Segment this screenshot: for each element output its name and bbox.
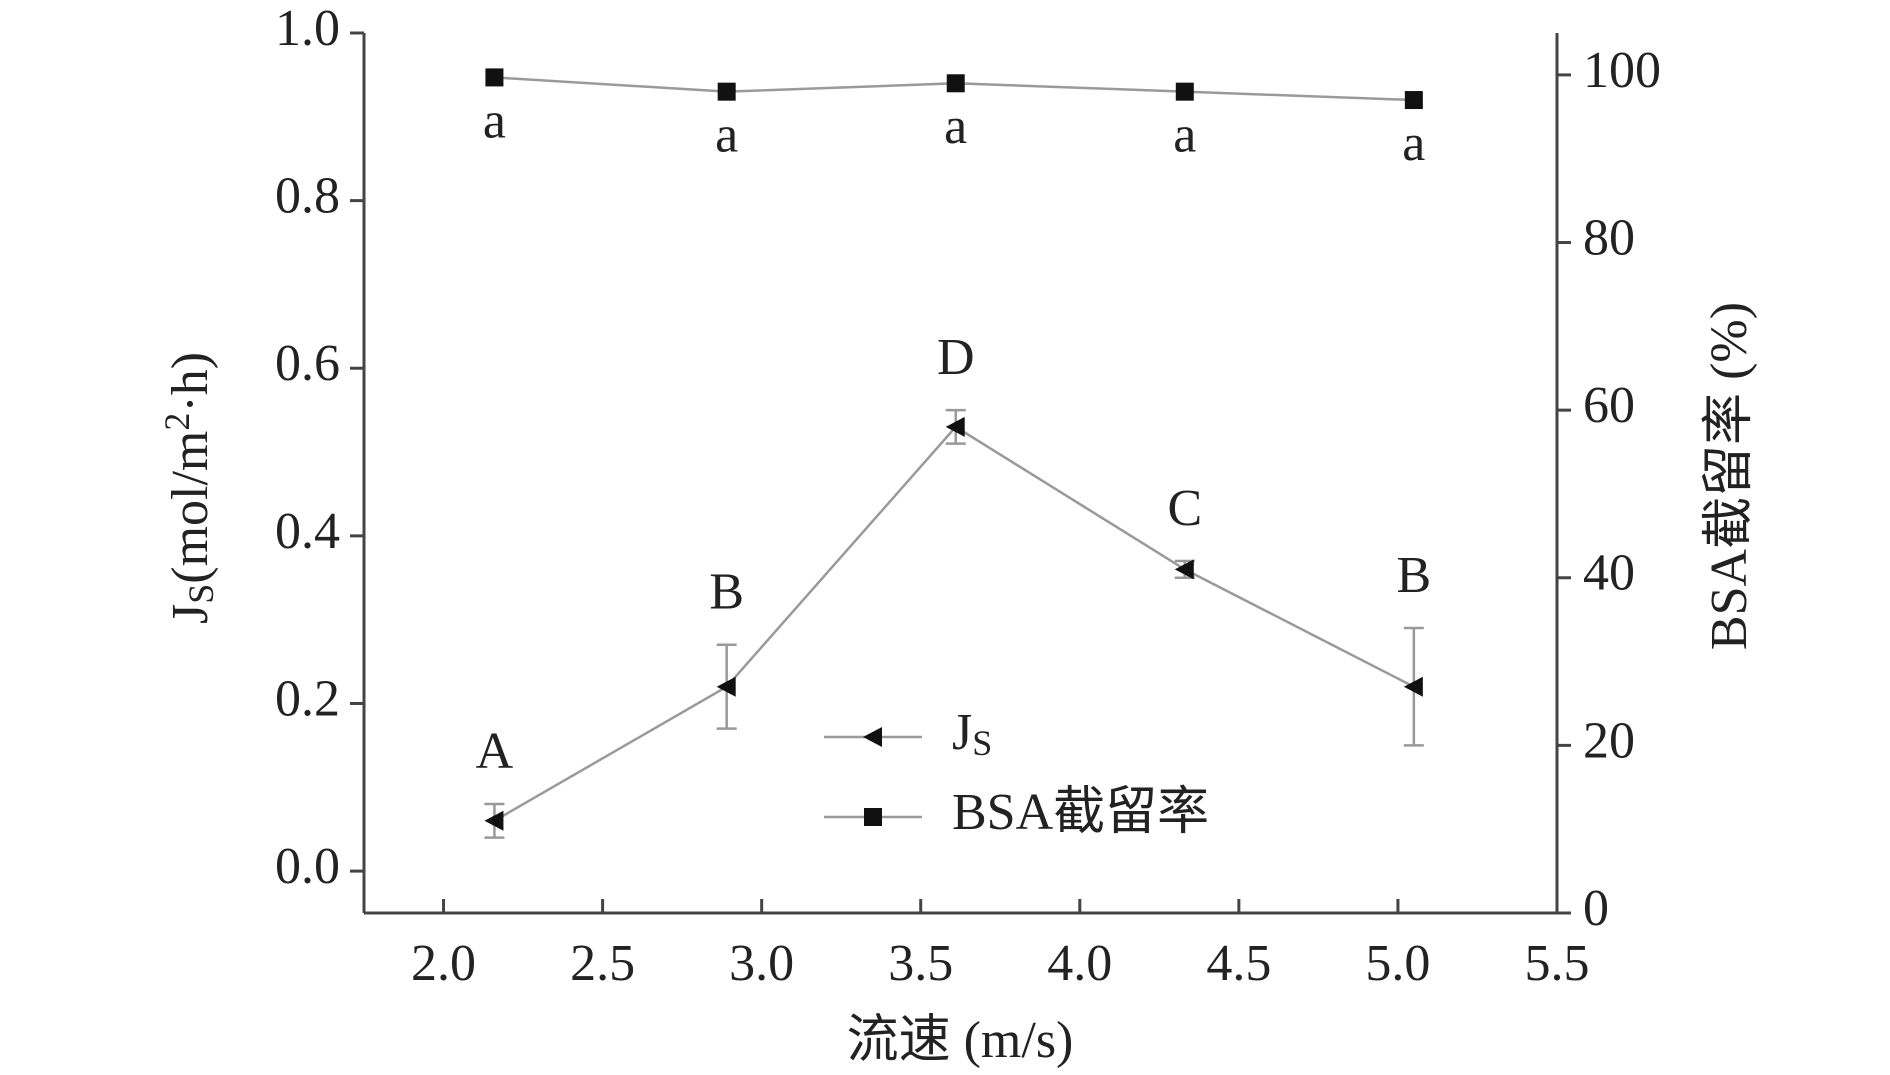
x-tick-label: 2.0: [411, 935, 476, 992]
marker: [716, 676, 736, 697]
y2-axis-label: BSA截留率 (%): [1701, 302, 1758, 650]
x-tick-label: 3.5: [888, 935, 953, 992]
x-tick-label: 4.5: [1206, 935, 1271, 992]
legend-name-sub: S: [972, 723, 992, 763]
marker: [1404, 91, 1423, 110]
y-tick-label: 0.8: [275, 168, 340, 225]
point-label: B: [1396, 547, 1431, 604]
x-tick-label: 5.0: [1365, 935, 1430, 992]
y-tick-label: 0.6: [275, 335, 340, 392]
x-tick-label: 3.0: [729, 935, 794, 992]
y2-tick-label: 40: [1583, 545, 1635, 602]
series-line: [493, 425, 1415, 822]
point-label: a: [1402, 115, 1425, 172]
y-label-unit-end: ·h): [162, 352, 219, 413]
marker: [945, 416, 965, 437]
point-label: a: [1173, 107, 1196, 164]
point-label: a: [715, 107, 738, 164]
y-tick-label: 0.2: [275, 670, 340, 727]
y-label-sub: S: [181, 584, 221, 604]
x-axis-label: 流速 (m/s): [847, 1012, 1074, 1069]
marker: [1175, 82, 1194, 101]
x-tick-label: 4.0: [1047, 935, 1112, 992]
y2-tick-label: 80: [1583, 209, 1635, 266]
y2-tick-label: 20: [1583, 712, 1635, 769]
marker: [1403, 676, 1423, 697]
y2-tick-label: 0: [1583, 880, 1609, 937]
y-tick-label: 0.0: [275, 838, 340, 895]
legend-name: BSA截留率: [952, 784, 1209, 841]
point-label: A: [476, 723, 514, 780]
marker: [1174, 559, 1194, 580]
y-tick-label: 1.0: [275, 0, 340, 57]
legend-label: JS: [952, 704, 992, 763]
x-tick-label: 5.5: [1525, 935, 1590, 992]
y2-tick-label: 60: [1583, 377, 1635, 434]
y-tick-label: 0.4: [275, 503, 340, 560]
x-tick-label: 2.5: [570, 935, 635, 992]
legend-name: J: [952, 704, 972, 761]
legend-label: BSA截留率: [952, 784, 1209, 841]
y-label-main: J: [162, 604, 219, 624]
y-label-unit: (mol/m: [162, 431, 219, 584]
point-label: C: [1167, 480, 1202, 537]
legend-marker: [863, 727, 882, 747]
marker: [484, 810, 504, 831]
point-label: a: [944, 98, 967, 155]
marker: [946, 74, 965, 93]
y2-tick-label: 100: [1583, 42, 1661, 99]
marker: [485, 68, 504, 87]
point-label: B: [709, 564, 744, 621]
y-label-sup: 2: [157, 413, 197, 431]
marker: [717, 82, 736, 101]
legend-marker: [864, 808, 882, 826]
y-axis-label: JS(mol/m2·h): [157, 352, 221, 624]
point-label: D: [937, 329, 975, 386]
point-label: a: [483, 92, 506, 149]
